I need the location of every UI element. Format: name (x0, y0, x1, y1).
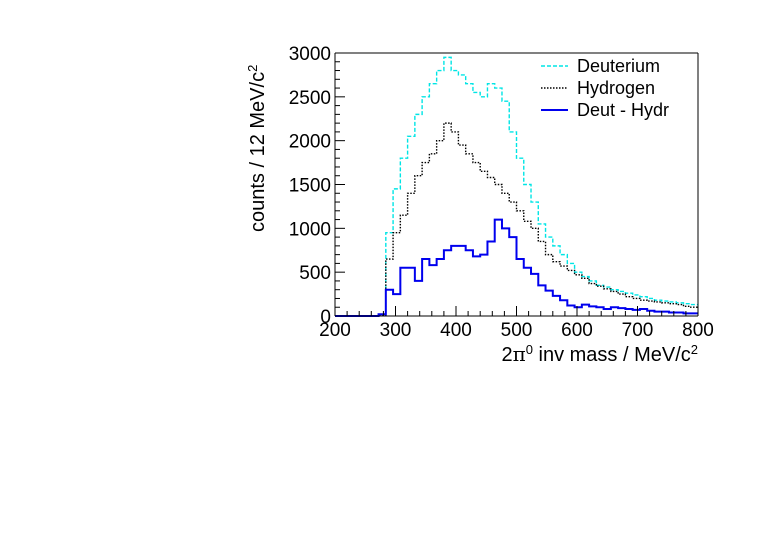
ticks-layer: 200 300 400 500 600 700 800 0 500 1000 1500 2000 250… (289, 44, 714, 341)
y-tick-label: 1500 (289, 176, 331, 197)
x-axis-title: 2π0 inv mass / MeV/c2 (501, 342, 698, 367)
x-tick-label: 700 (622, 320, 654, 341)
legend-label-0: Deuterium (577, 56, 660, 76)
y-tick-label: 2500 (289, 88, 331, 109)
series-line-2 (335, 218, 698, 317)
x-tick-label: 200 (319, 320, 351, 341)
legend-label-2: Deut - Hydr (577, 100, 669, 120)
y-tick-label: 2000 (289, 132, 331, 153)
x-tick-label: 800 (682, 320, 714, 341)
series-line-0 (335, 56, 698, 317)
series-layer (335, 56, 698, 317)
x-tick-label: 600 (561, 320, 593, 341)
series-line-1 (335, 122, 698, 317)
x-tick-label: 500 (501, 320, 533, 341)
x-tick-label: 400 (440, 320, 472, 341)
y-tick-label: 3000 (289, 44, 331, 65)
x-tick-label: 300 (380, 320, 412, 341)
legend-label-1: Hydrogen (577, 78, 655, 98)
y-axis-title: counts / 12 MeV/c2 (245, 65, 270, 232)
y-tick-label: 500 (299, 263, 331, 284)
y-tick-label: 0 (320, 307, 331, 328)
y-tick-label: 1000 (289, 219, 331, 240)
